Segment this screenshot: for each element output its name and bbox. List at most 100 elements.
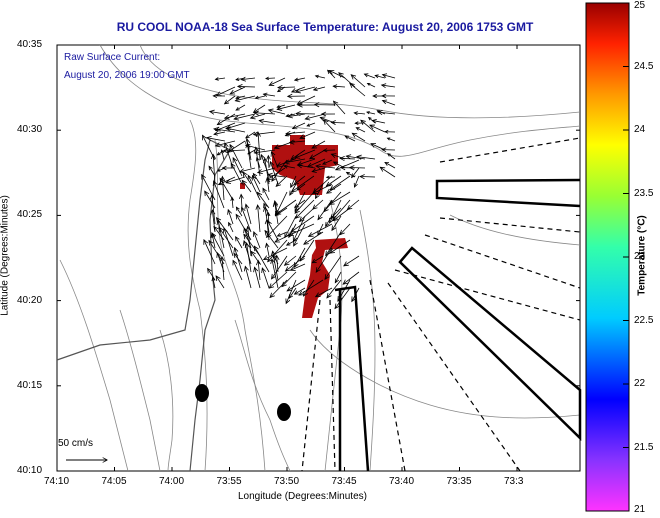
current-vector-head — [253, 245, 259, 252]
current-vector — [233, 113, 256, 120]
current-vector-head — [209, 193, 215, 200]
current-vector-head — [218, 226, 224, 233]
colorbar-tick-label: 23.5 — [634, 187, 654, 199]
current-vector-head — [299, 255, 305, 262]
current-vector — [284, 215, 297, 238]
current-vector — [329, 199, 342, 224]
current-vector-head — [285, 241, 291, 246]
current-vector-head — [311, 168, 317, 173]
current-vector-head — [313, 102, 320, 108]
current-vector — [333, 207, 351, 221]
current-vector-head — [267, 172, 273, 178]
current-vector-head — [220, 149, 225, 154]
current-vector — [269, 77, 286, 86]
current-vector — [369, 124, 386, 133]
current-vector-head — [233, 115, 240, 121]
current-vector-head — [223, 99, 230, 105]
current-vector — [382, 74, 396, 79]
current-vector — [380, 166, 396, 178]
current-vector — [242, 171, 252, 185]
current-vector — [240, 194, 243, 209]
current-vector-head — [381, 147, 387, 153]
current-vector — [322, 159, 333, 165]
current-vector-head — [227, 208, 232, 215]
current-vector-head — [274, 237, 281, 243]
current-vector-head — [294, 213, 301, 219]
y-tick-label: 40:30 — [17, 124, 43, 136]
current-vector — [360, 119, 376, 133]
current-vector-head — [232, 157, 238, 163]
current-vector — [366, 111, 376, 115]
current-vector-head — [205, 135, 212, 141]
current-vector-head — [366, 82, 371, 86]
current-vector-head — [245, 134, 250, 139]
current-vector — [246, 143, 252, 169]
current-vector-head — [267, 256, 273, 263]
current-vector — [257, 192, 270, 209]
current-vector-head — [208, 239, 214, 246]
current-vector — [244, 266, 252, 289]
current-vector-head — [212, 180, 218, 187]
current-vector-head — [264, 242, 270, 248]
map-title: RU COOL NOAA-18 Sea Surface Temperature:… — [116, 20, 534, 34]
current-vector-head — [215, 216, 222, 223]
current-vector-head — [344, 135, 350, 140]
current-vector — [241, 180, 252, 193]
current-vector-head — [270, 258, 276, 265]
current-vector-head — [319, 116, 326, 122]
current-vector-head — [296, 186, 301, 191]
current-vector — [340, 157, 356, 160]
current-vector — [323, 191, 342, 212]
current-vector — [230, 163, 243, 185]
y-tick-label: 40:25 — [17, 209, 43, 221]
current-vector-head — [214, 142, 221, 148]
current-vector — [356, 156, 376, 160]
current-vector — [354, 175, 360, 188]
current-vector-head — [242, 171, 248, 178]
current-vector-head — [349, 82, 355, 88]
current-vector — [277, 104, 286, 108]
current-vector — [329, 239, 351, 254]
current-vector — [216, 86, 236, 96]
current-vector — [288, 113, 306, 117]
current-vector-head — [263, 202, 268, 209]
current-vector — [277, 86, 296, 89]
current-vector — [315, 183, 324, 199]
current-vector-head — [214, 77, 219, 81]
current-vector — [215, 77, 226, 80]
current-vector — [356, 127, 366, 133]
current-vector-head — [315, 267, 321, 273]
current-vector — [299, 131, 316, 139]
current-vector-head — [240, 206, 246, 213]
current-vector — [335, 159, 360, 171]
current-vector — [253, 231, 261, 249]
current-vector-head — [315, 193, 320, 200]
current-vector — [275, 175, 288, 187]
current-vector-head — [353, 111, 358, 116]
current-vector — [297, 164, 316, 169]
current-vector — [243, 233, 261, 257]
current-vector-head — [219, 177, 225, 184]
colorbar-tick-label: 22.5 — [634, 314, 654, 326]
current-vector — [266, 167, 286, 181]
current-vector-head — [306, 123, 311, 127]
colorbar-tick-label: 24.5 — [634, 60, 654, 72]
current-vector-head — [293, 179, 299, 186]
current-legend-line1: Raw Surface Current: — [64, 52, 161, 63]
current-vector-head — [230, 196, 235, 202]
current-vector — [285, 255, 306, 272]
current-vector-head — [328, 200, 335, 205]
current-vector-head — [245, 137, 251, 144]
current-vector — [284, 255, 297, 266]
current-vector-head — [325, 181, 332, 187]
current-vector-head — [381, 73, 388, 78]
current-vector-head — [369, 124, 375, 130]
current-vector — [346, 155, 366, 160]
current-vector — [260, 154, 270, 177]
current-vector — [274, 202, 279, 225]
current-vector-head — [288, 139, 295, 145]
current-vector-head — [293, 240, 298, 247]
colorbar-tick-label: 24 — [634, 124, 646, 135]
colorbar-tick-label: 23 — [634, 251, 646, 262]
